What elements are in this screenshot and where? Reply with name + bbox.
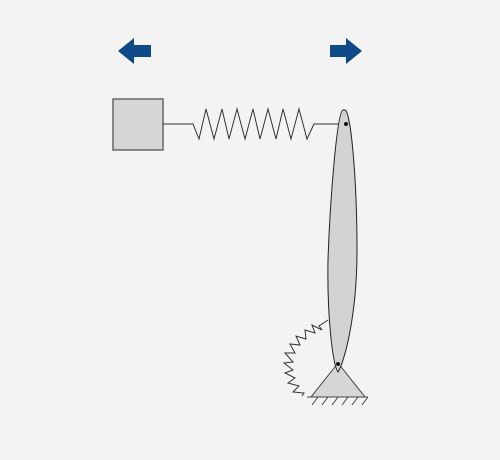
arrow-left-icon — [118, 38, 151, 64]
top-pin — [344, 122, 348, 126]
zigzag-spring — [163, 107, 346, 141]
pin-support — [307, 362, 369, 406]
mass-block — [112, 98, 164, 151]
ground-hatch — [307, 396, 369, 406]
left-arrow-button[interactable] — [118, 38, 151, 64]
torsion-spring — [282, 319, 329, 397]
right-arrow-button[interactable] — [330, 38, 362, 64]
pivot-pin — [336, 362, 340, 366]
arrow-right-icon — [330, 38, 362, 64]
pendulum-rod — [327, 109, 358, 373]
